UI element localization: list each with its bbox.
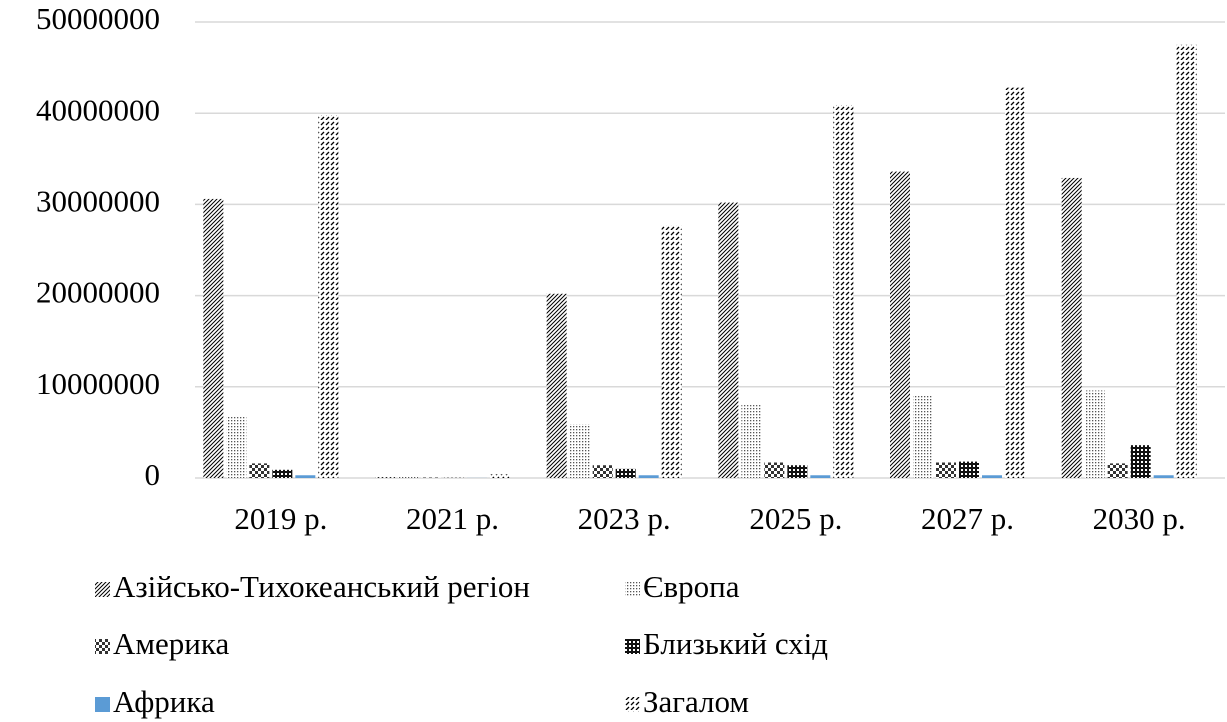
legend-swatch	[95, 639, 110, 654]
bar	[203, 198, 224, 479]
bar	[890, 171, 910, 478]
bar	[272, 469, 293, 478]
y-tick-label: 10000000	[36, 366, 160, 401]
legend-label: Загалом	[643, 684, 749, 719]
bar	[295, 475, 316, 478]
bar	[913, 395, 933, 478]
bar	[592, 465, 613, 478]
legend-swatch	[625, 697, 640, 712]
y-tick-label: 30000000	[36, 184, 160, 219]
bar	[764, 462, 785, 478]
bar	[810, 475, 831, 478]
y-tick-label: 40000000	[36, 92, 160, 127]
legend-label: Америка	[113, 626, 229, 661]
bar	[959, 461, 979, 478]
x-tick-label: 2021 р.	[406, 501, 499, 536]
bar	[398, 476, 418, 478]
bar	[1153, 475, 1174, 478]
legend-label: Африка	[113, 684, 215, 719]
y-tick-label: 0	[145, 457, 161, 492]
bar	[1005, 87, 1025, 478]
bar	[1130, 445, 1151, 478]
bar	[546, 293, 567, 478]
bar	[375, 477, 395, 478]
y-tick-label: 20000000	[36, 275, 160, 310]
legend-label: Близький схід	[643, 626, 828, 661]
legend-swatch	[625, 582, 640, 597]
bar	[741, 405, 762, 478]
bar	[226, 415, 247, 478]
legend-label: Азійсько-Тихокеанський регіон	[113, 569, 530, 604]
bar	[318, 115, 339, 479]
legend-swatch	[95, 697, 110, 712]
bar	[615, 468, 636, 478]
x-tick-label: 2030 р.	[1093, 501, 1186, 536]
legend-label: Європа	[643, 569, 740, 604]
y-tick-label: 50000000	[36, 1, 160, 36]
x-tick-label: 2025 р.	[749, 501, 842, 536]
bar	[787, 465, 808, 478]
bar	[833, 104, 854, 478]
bar	[982, 475, 1002, 478]
bar	[1084, 390, 1105, 478]
bar	[936, 462, 956, 478]
x-tick-label: 2019 р.	[234, 501, 327, 536]
x-tick-label: 2023 р.	[578, 501, 671, 536]
bar	[718, 202, 739, 479]
bar	[1107, 463, 1128, 478]
bar	[1176, 44, 1197, 479]
bar	[638, 475, 659, 478]
x-tick-label: 2027 р.	[921, 501, 1014, 536]
bar	[661, 225, 682, 478]
legend-swatch	[625, 639, 640, 654]
bar	[569, 424, 590, 478]
bar	[249, 463, 270, 478]
legend-swatch	[95, 582, 110, 597]
bar	[490, 474, 510, 478]
bar	[1061, 177, 1082, 478]
